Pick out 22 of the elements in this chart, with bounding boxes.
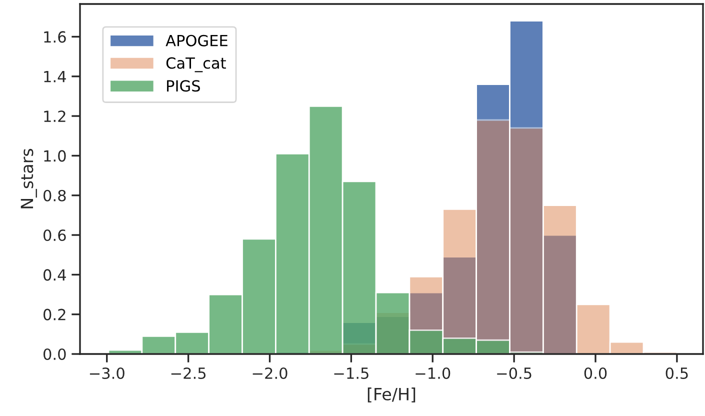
y-tick-label: 1.2	[44, 110, 66, 122]
y-tick-label: 0.0	[44, 348, 66, 360]
x-tick-label: −1.5	[334, 368, 368, 380]
x-axis-title: [Fe/H]	[368, 388, 416, 402]
x-tick-label: −0.5	[497, 367, 532, 380]
y-tick-label: 0.6	[44, 229, 66, 242]
x-tick-label: −1.0	[416, 367, 450, 380]
legend-label: APOGEE	[166, 34, 228, 46]
x-tick-label: −2.5	[171, 367, 206, 380]
y-axis-title: N_stars	[20, 148, 37, 208]
y-tick-label: 0.8	[44, 190, 66, 202]
legend-label: PIGS	[167, 80, 200, 92]
y-tick-label: 1.0	[44, 150, 66, 162]
y-tick-label: 1.6	[44, 31, 66, 43]
x-tick-label: −3.0	[90, 367, 124, 380]
x-tick-label: 0.5	[666, 367, 688, 380]
y-tick-label: 0.2	[44, 308, 66, 320]
x-tick-label: −2.0	[252, 367, 288, 380]
x-tick-label: 0.0	[584, 367, 607, 380]
y-tick-label: 1.4	[44, 71, 66, 82]
legend-label: CaT_cat	[166, 57, 226, 72]
y-tick-label: 0.4	[44, 269, 66, 281]
